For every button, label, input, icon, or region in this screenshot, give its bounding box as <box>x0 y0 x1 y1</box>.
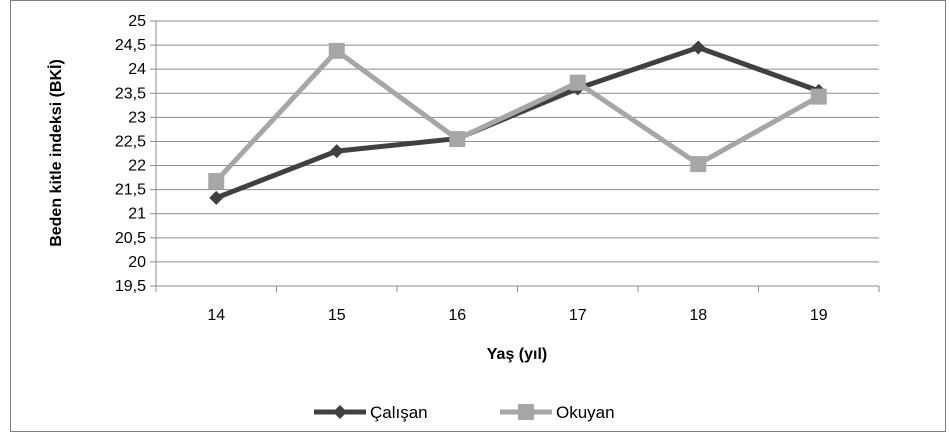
y-tick-label: 19,5 <box>115 278 146 295</box>
y-tick-label: 24 <box>128 61 146 78</box>
legend-item-2-marker <box>518 404 534 420</box>
x-tick-label: 16 <box>448 307 466 324</box>
x-tick-label: 14 <box>207 307 225 324</box>
legend-item-2-label: Okuyan <box>556 403 615 422</box>
x-axis-title: Yaş (yıl) <box>487 346 547 363</box>
y-tick-labels: 19,5 20 20,5 21 21,5 22 22,5 23 23,5 24 24,5 25 <box>115 13 146 295</box>
gridlines <box>156 20 879 263</box>
series-2-line <box>214 48 820 183</box>
y-axis-title: Beden kitle indeksi (BKİ) <box>47 59 65 247</box>
series-1-point <box>691 40 706 55</box>
y-tick-label: 23,5 <box>115 85 146 102</box>
x-tick-label: 19 <box>810 307 828 324</box>
y-tick-label: 20,5 <box>115 230 146 247</box>
y-tick-label: 24,5 <box>115 37 146 54</box>
series-markers <box>208 40 827 205</box>
legend: Çalışan Okuyan <box>314 403 615 422</box>
y-tick-label: 22,5 <box>115 133 146 150</box>
y-tick-label: 21,5 <box>115 182 146 199</box>
series-2-point <box>569 74 586 91</box>
series-1-line <box>215 45 820 201</box>
series-lines <box>214 45 820 201</box>
y-tick-label: 23 <box>128 109 146 126</box>
series-1-point <box>209 190 224 205</box>
series-2-point <box>810 88 827 105</box>
x-tick-label: 18 <box>689 307 707 324</box>
legend-item-1-label: Çalışan <box>370 403 428 422</box>
axes <box>150 20 880 292</box>
x-tick-label: 17 <box>569 307 587 324</box>
series-2-point <box>328 42 345 59</box>
series-2-point <box>208 172 225 189</box>
chart-frame: 19,5 20 20,5 21 21,5 22 22,5 23 23,5 24 24,5 25 14 1… <box>10 0 946 432</box>
y-tick-label: 20 <box>128 254 146 271</box>
legend-item-1-marker <box>333 405 347 419</box>
x-tick-labels: 14 15 16 17 18 19 <box>207 307 827 324</box>
y-tick-label: 21 <box>128 206 146 223</box>
series-2-point <box>690 156 707 173</box>
x-tick-label: 15 <box>328 307 346 324</box>
series-2-point <box>449 131 466 148</box>
series-1-point <box>329 144 344 159</box>
y-tick-label: 25 <box>128 13 146 30</box>
y-tick-label: 22 <box>128 158 146 175</box>
